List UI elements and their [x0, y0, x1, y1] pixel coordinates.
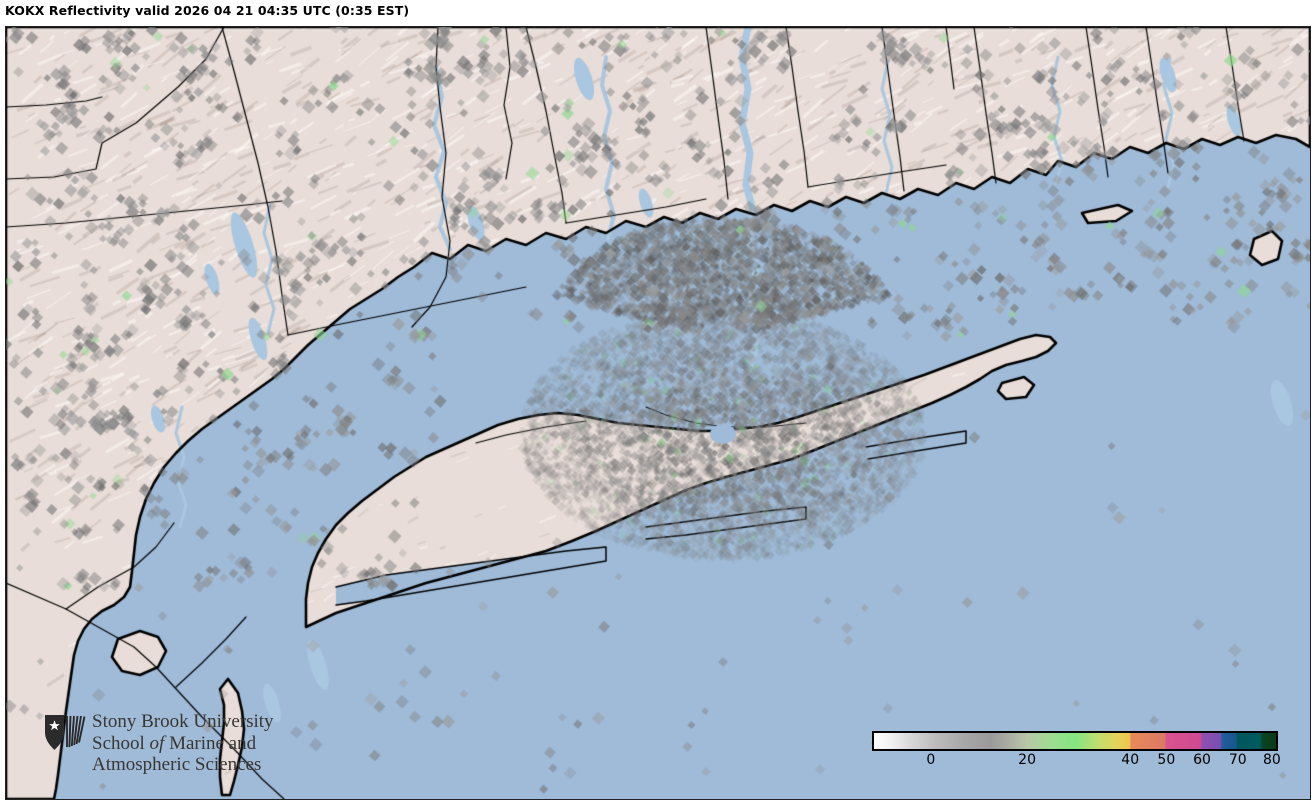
logo-line-2: School of Marine and: [92, 732, 257, 754]
colorbar-gradient: [874, 733, 1276, 749]
logo-line-3: Atmospheric Sciences: [92, 754, 262, 775]
map-frame[interactable]: [5, 26, 1311, 800]
colorbar-bar: [872, 731, 1278, 751]
stony-brook-logo: Stony Brook University School of Marine …: [43, 711, 308, 789]
colorbar-tick-0: 0: [926, 752, 936, 768]
radar-map-canvas[interactable]: [6, 27, 1310, 799]
page-title: KOKX Reflectivity valid 2026 04 21 04:35…: [5, 3, 410, 18]
colorbar-legend: 0 20 40 50 60 70 80: [866, 726, 1284, 782]
colorbar-tick-50: 50: [1157, 752, 1176, 768]
colorbar-tick-80: 80: [1262, 752, 1281, 768]
colorbar-tick-60: 60: [1193, 752, 1211, 768]
stony-brook-logo-text: Stony Brook University School of Marine …: [92, 711, 312, 776]
colorbar-tick-labels: 0 20 40 50 60 70 80: [866, 752, 1284, 778]
colorbar-tick-70: 70: [1228, 752, 1247, 768]
stony-brook-shield-icon: [45, 715, 86, 750]
colorbar-tick-20: 20: [1018, 752, 1036, 768]
logo-line-1: Stony Brook University: [92, 711, 274, 732]
colorbar-tick-40: 40: [1121, 752, 1140, 768]
